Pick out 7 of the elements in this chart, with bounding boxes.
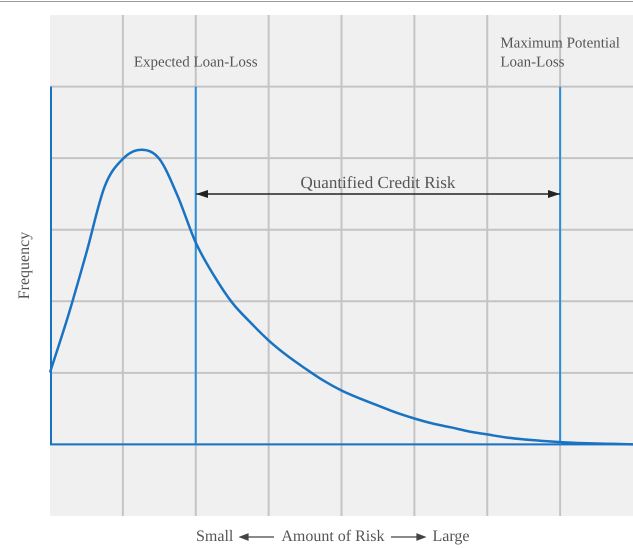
y-axis-title: Frequency bbox=[16, 232, 34, 300]
text: Expected Loan-Loss bbox=[134, 54, 258, 71]
annotation: Quantified Credit Risk bbox=[300, 173, 456, 192]
text: Maximum Potential Loan-Loss bbox=[500, 36, 620, 71]
text: Large bbox=[432, 528, 470, 546]
text: Small bbox=[196, 528, 234, 546]
text: Amount of Risk bbox=[281, 528, 384, 546]
